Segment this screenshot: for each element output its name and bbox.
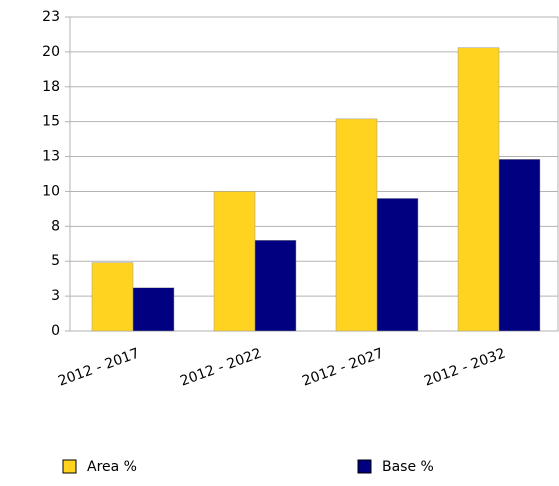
x-tick-label: 2012 - 2032 <box>422 345 508 389</box>
x-tick-label: 2012 - 2017 <box>56 345 142 389</box>
bar <box>132 287 175 332</box>
y-tick-label: 18 <box>42 79 60 95</box>
y-tick-label: 0 <box>51 323 60 339</box>
plot-border <box>69 16 559 332</box>
legend-swatch <box>62 459 77 474</box>
x-tick-label: 2012 - 2027 <box>300 345 386 389</box>
legend-swatch <box>357 459 372 474</box>
legend-label: Base % <box>382 459 434 475</box>
bar <box>91 262 134 332</box>
y-tick-label: 5 <box>51 253 60 269</box>
y-tick-label: 10 <box>42 183 60 199</box>
bar <box>254 240 297 332</box>
bar <box>376 198 419 332</box>
y-tick-label: 8 <box>51 218 60 234</box>
y-tick-label: 13 <box>42 149 60 165</box>
y-tick-label: 20 <box>42 44 60 60</box>
x-tick-label: 2012 - 2022 <box>178 345 264 389</box>
bar <box>457 47 500 332</box>
y-tick-label: 15 <box>42 114 60 130</box>
y-tick-label: 3 <box>51 288 60 304</box>
y-tick-label: 23 <box>42 9 60 25</box>
bar <box>213 191 256 332</box>
bar <box>335 118 378 332</box>
bar <box>498 159 541 332</box>
legend-label: Area % <box>87 459 137 475</box>
